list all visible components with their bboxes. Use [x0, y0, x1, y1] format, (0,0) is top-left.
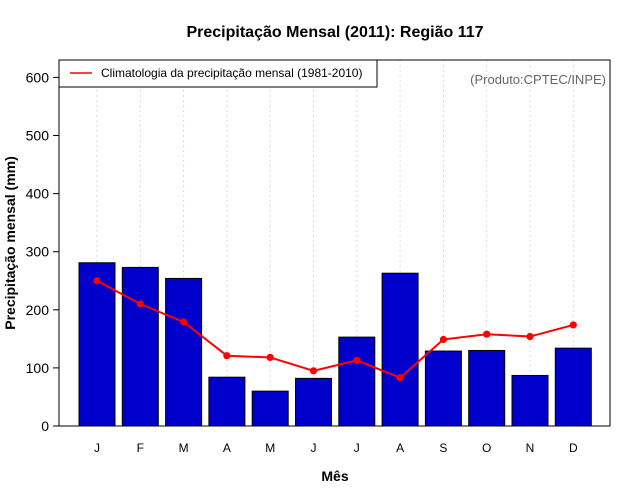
y-tick-label: 400 — [26, 186, 50, 202]
climatology-point — [136, 300, 144, 308]
bar — [165, 277, 203, 427]
y-tick-label: 500 — [26, 128, 50, 144]
x-tick-label: M — [179, 441, 189, 455]
chart-title: Precipitação Mensal (2011): Região 117 — [186, 24, 483, 41]
y-tick-label: 0 — [41, 418, 49, 434]
y-tick-label: 600 — [26, 69, 50, 85]
x-tick-label: F — [137, 441, 144, 455]
bar — [511, 374, 549, 427]
bar — [121, 266, 159, 427]
y-tick-label: 300 — [26, 244, 50, 260]
x-tick-label: A — [396, 441, 404, 455]
x-tick-label: A — [223, 441, 231, 455]
legend-box — [58, 59, 378, 88]
x-tick-label: M — [265, 441, 275, 455]
legend-entry: Climatologia da precipitação mensal (198… — [101, 66, 362, 80]
climatology-point — [483, 330, 491, 338]
bar — [381, 272, 419, 427]
legend: Climatologia da precipitação mensal (198… — [58, 59, 378, 88]
y-axis-label: Precipitação mensal (mm) — [2, 156, 18, 330]
climatology-point — [439, 335, 447, 344]
bar — [295, 377, 332, 427]
bar — [554, 347, 592, 427]
x-tick-label: S — [439, 441, 447, 455]
x-tick-label: J — [311, 441, 317, 455]
y-tick-label: 100 — [26, 360, 50, 376]
climatology-point — [180, 318, 188, 326]
x-tick-label: N — [526, 441, 535, 455]
y-axis: 0 100 200 300 400 500 600 — [26, 69, 59, 434]
bar-series — [78, 262, 592, 427]
x-tick-label: O — [482, 441, 491, 455]
bar — [338, 336, 376, 427]
climatology-point — [266, 353, 274, 362]
bar — [78, 262, 116, 427]
x-tick-label: J — [94, 441, 100, 455]
bar — [468, 349, 506, 427]
climatology-point — [569, 321, 577, 329]
climatology-point — [93, 277, 101, 285]
x-axis-label: Mês — [321, 468, 348, 484]
climatology-point — [223, 352, 231, 360]
climatology-point — [396, 374, 404, 382]
climatology-point — [353, 356, 361, 364]
x-tick-label: J — [354, 441, 360, 455]
bar — [424, 350, 462, 427]
bar — [208, 376, 246, 427]
climatology-line — [96, 279, 574, 379]
climatology-line-series — [93, 277, 577, 382]
x-tick-label: D — [569, 441, 578, 455]
y-tick-label: 200 — [26, 302, 50, 318]
credit-annotation: (Produto:CPTEC/INPE) — [470, 72, 606, 87]
bar — [251, 390, 289, 427]
climatology-point — [526, 332, 534, 341]
climatology-point — [309, 367, 318, 375]
